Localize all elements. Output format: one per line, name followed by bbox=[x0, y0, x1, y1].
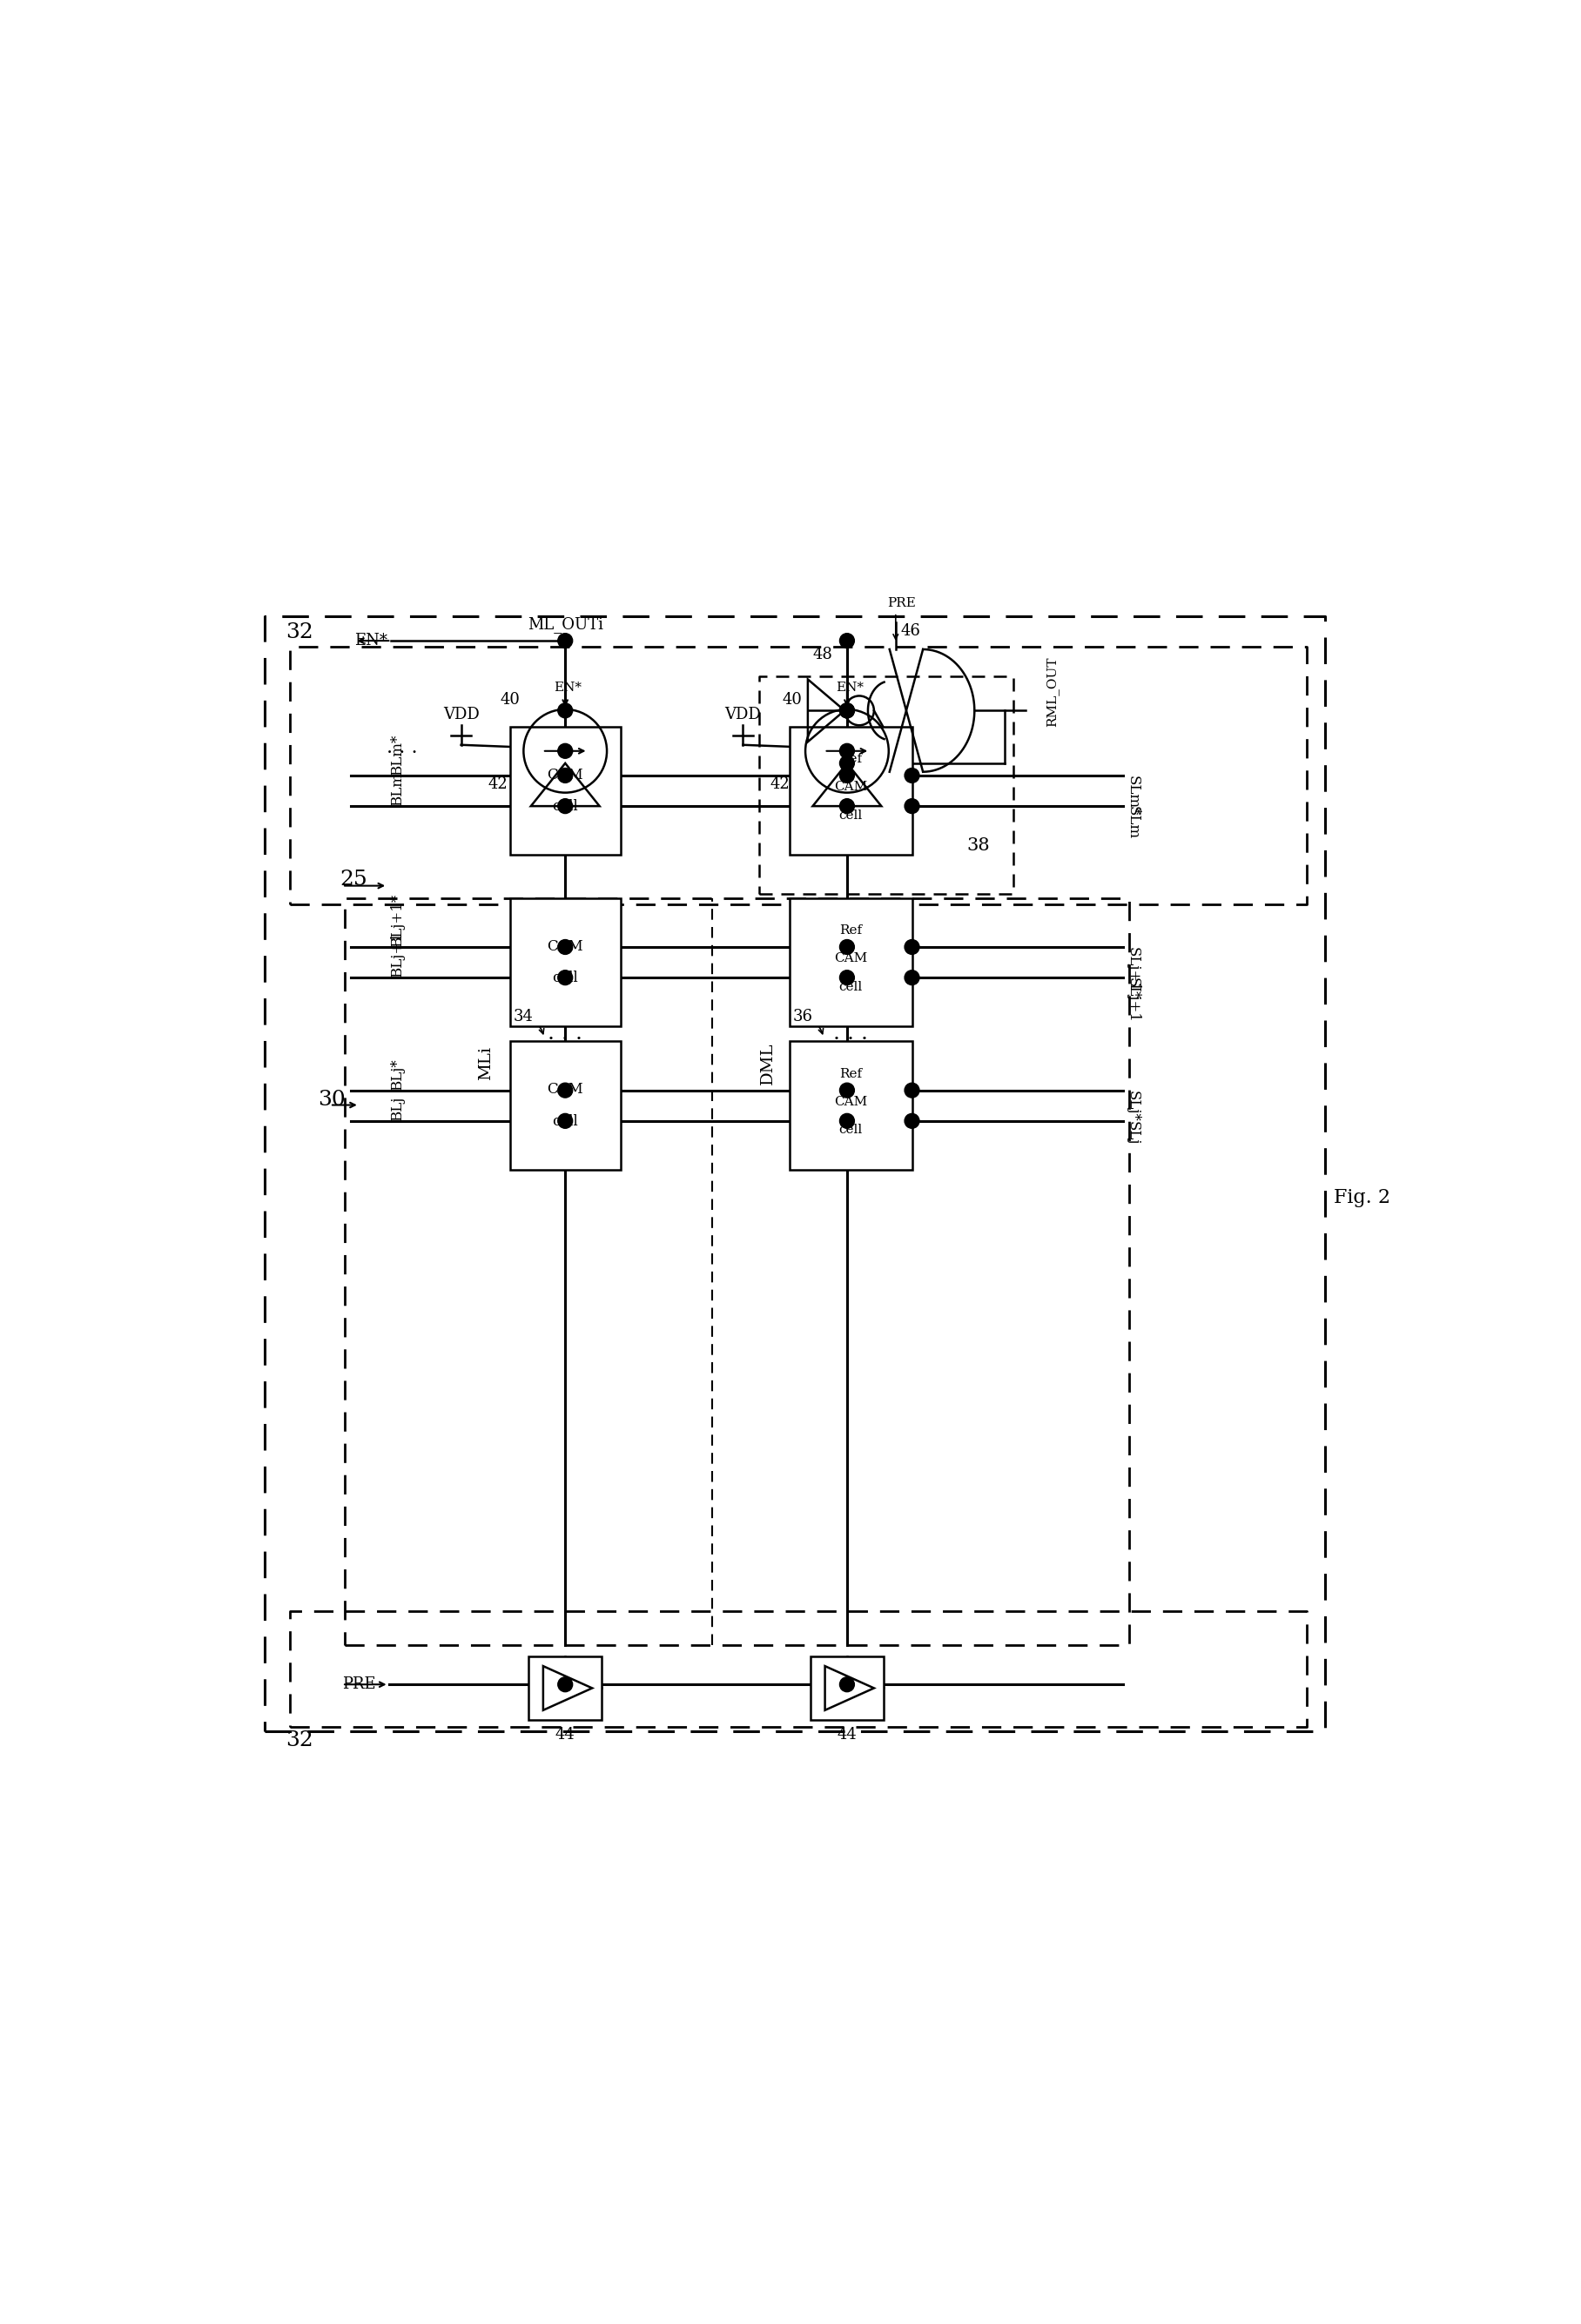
Circle shape bbox=[840, 744, 854, 758]
Circle shape bbox=[904, 799, 919, 813]
Text: . . .: . . . bbox=[547, 1025, 583, 1043]
Bar bbox=[528, 1657, 602, 1720]
Text: SLj+1: SLj+1 bbox=[1126, 978, 1140, 1023]
Circle shape bbox=[840, 969, 854, 985]
Circle shape bbox=[558, 634, 572, 648]
Text: cell: cell bbox=[840, 809, 863, 820]
Text: Ref: Ref bbox=[840, 925, 862, 937]
Text: ML_OUTi: ML_OUTi bbox=[528, 616, 602, 632]
Circle shape bbox=[558, 769, 572, 783]
Text: cell: cell bbox=[840, 1125, 863, 1136]
Text: . . .: . . . bbox=[387, 737, 417, 758]
Circle shape bbox=[904, 769, 919, 783]
Text: 40: 40 bbox=[783, 693, 802, 706]
Text: PRE: PRE bbox=[887, 597, 915, 609]
Circle shape bbox=[840, 704, 854, 718]
Circle shape bbox=[558, 704, 572, 718]
Circle shape bbox=[840, 799, 854, 813]
Bar bbox=[789, 897, 912, 1027]
Text: DML: DML bbox=[759, 1041, 775, 1085]
Bar bbox=[789, 1041, 912, 1169]
Text: Ref: Ref bbox=[840, 1067, 862, 1081]
Text: BLj+1*: BLj+1* bbox=[391, 895, 405, 946]
Text: VDD: VDD bbox=[443, 706, 479, 723]
Circle shape bbox=[840, 1113, 854, 1127]
Text: EN*: EN* bbox=[354, 632, 387, 648]
Text: CAM: CAM bbox=[547, 767, 583, 783]
Circle shape bbox=[558, 1083, 572, 1097]
Text: 25: 25 bbox=[340, 869, 367, 890]
Text: BLj+1: BLj+1 bbox=[391, 932, 405, 978]
Text: cell: cell bbox=[552, 799, 579, 813]
Text: CAM: CAM bbox=[835, 781, 868, 792]
Circle shape bbox=[904, 939, 919, 955]
Text: 34: 34 bbox=[514, 1009, 534, 1025]
Text: Ref: Ref bbox=[840, 753, 862, 765]
Text: 44: 44 bbox=[836, 1727, 857, 1743]
Circle shape bbox=[558, 744, 572, 758]
Circle shape bbox=[558, 1678, 572, 1692]
Circle shape bbox=[840, 1083, 854, 1097]
Text: SLm: SLm bbox=[1126, 806, 1140, 839]
Text: 36: 36 bbox=[794, 1009, 813, 1025]
Circle shape bbox=[840, 939, 854, 955]
Text: MLi: MLi bbox=[477, 1046, 493, 1081]
Text: SLj: SLj bbox=[1126, 1120, 1140, 1146]
Circle shape bbox=[558, 969, 572, 985]
Text: EN*: EN* bbox=[553, 681, 582, 693]
Text: 46: 46 bbox=[901, 623, 920, 639]
Text: RML_OUT: RML_OUT bbox=[1045, 658, 1058, 727]
Text: cell: cell bbox=[552, 1113, 579, 1129]
Text: 38: 38 bbox=[968, 837, 990, 853]
Text: cell: cell bbox=[840, 981, 863, 992]
Text: PRE: PRE bbox=[341, 1676, 376, 1692]
Text: 30: 30 bbox=[318, 1090, 345, 1111]
Text: 42: 42 bbox=[489, 776, 508, 792]
Text: CAM: CAM bbox=[835, 953, 868, 964]
Bar bbox=[511, 727, 620, 855]
Circle shape bbox=[558, 1113, 572, 1127]
Circle shape bbox=[904, 1083, 919, 1097]
Circle shape bbox=[840, 704, 854, 718]
Circle shape bbox=[904, 969, 919, 985]
Text: CAM: CAM bbox=[547, 939, 583, 953]
Text: . . .: . . . bbox=[833, 1025, 868, 1043]
Text: CAM: CAM bbox=[547, 1083, 583, 1097]
Circle shape bbox=[840, 1678, 854, 1692]
Text: BLm*: BLm* bbox=[391, 734, 405, 776]
Text: BLj: BLj bbox=[391, 1097, 405, 1120]
Bar bbox=[789, 727, 912, 855]
Circle shape bbox=[558, 799, 572, 813]
Text: SLm*: SLm* bbox=[1126, 776, 1140, 816]
Text: Fig. 2: Fig. 2 bbox=[1333, 1188, 1390, 1208]
Bar bbox=[511, 1041, 620, 1169]
Bar bbox=[811, 1657, 884, 1720]
Text: 32: 32 bbox=[286, 623, 313, 641]
Text: cell: cell bbox=[552, 971, 579, 985]
Text: VDD: VDD bbox=[724, 706, 760, 723]
Circle shape bbox=[840, 769, 854, 783]
Circle shape bbox=[840, 755, 854, 772]
Text: 32: 32 bbox=[286, 1731, 313, 1750]
Circle shape bbox=[840, 634, 854, 648]
Bar bbox=[511, 897, 620, 1027]
Text: BLj*: BLj* bbox=[391, 1057, 405, 1090]
Text: SLj+1*: SLj+1* bbox=[1126, 946, 1140, 999]
Text: 48: 48 bbox=[813, 646, 833, 662]
Text: BLm: BLm bbox=[391, 772, 405, 806]
Text: CAM: CAM bbox=[835, 1097, 868, 1109]
Text: 44: 44 bbox=[555, 1727, 575, 1743]
Text: 40: 40 bbox=[500, 693, 520, 706]
Text: SLj*: SLj* bbox=[1126, 1090, 1140, 1122]
Text: EN*: EN* bbox=[835, 681, 863, 693]
Circle shape bbox=[904, 1113, 919, 1127]
Text: 42: 42 bbox=[770, 776, 789, 792]
Circle shape bbox=[558, 939, 572, 955]
